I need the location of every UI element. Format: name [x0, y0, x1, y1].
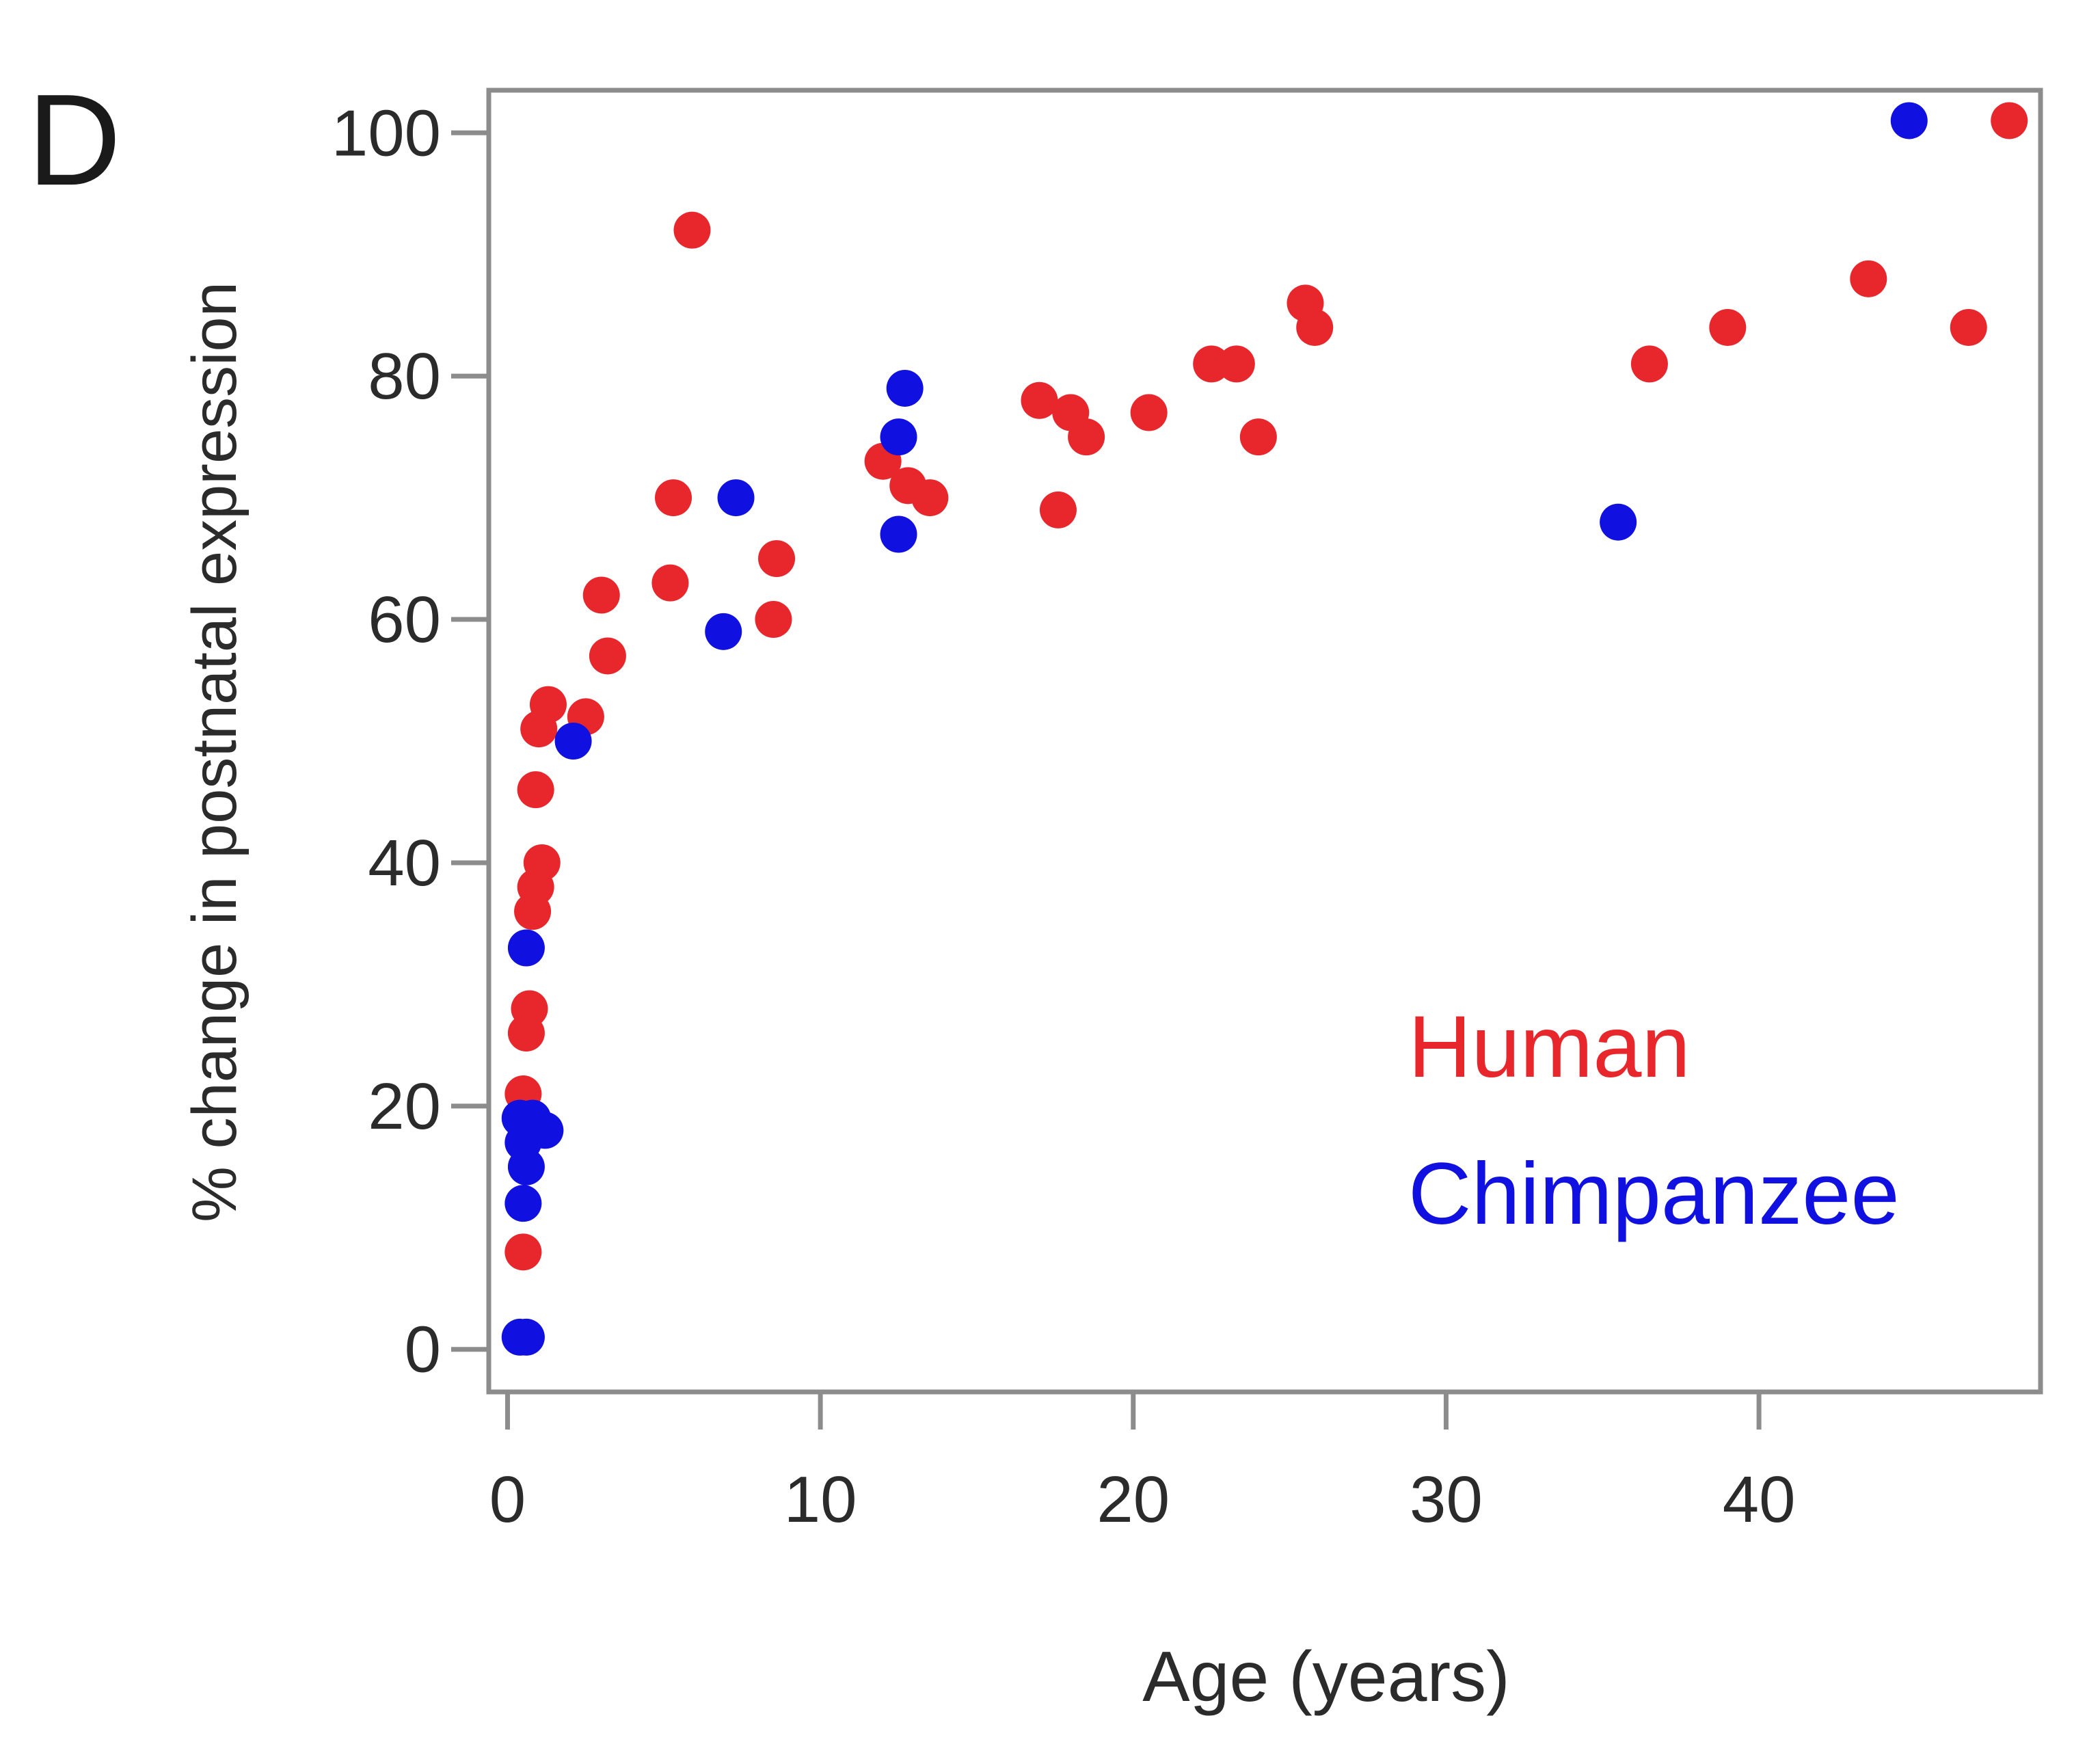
data-point-chimpanzee [1890, 102, 1928, 139]
panel-label: D [27, 68, 121, 213]
x-tick-label: 30 [1410, 1463, 1483, 1536]
data-point-chimpanzee [507, 929, 545, 967]
data-point-chimpanzee [526, 1112, 564, 1149]
plot-frame [486, 88, 2043, 1395]
y-axis: 0 20 40 60 80 100 [332, 96, 489, 1386]
data-points [501, 102, 2028, 1356]
data-point-human [1709, 308, 1747, 346]
data-point-human [1991, 102, 2028, 139]
data-point-human [582, 576, 620, 614]
data-point-human [523, 844, 561, 881]
data-point-human [1130, 394, 1168, 431]
data-point-human [517, 771, 554, 809]
legend-chimpanzee: Chimpanzee [1408, 1145, 1900, 1243]
data-point-chimpanzee [717, 479, 755, 517]
data-point-human [1239, 418, 1277, 456]
y-tick-label: 80 [368, 340, 441, 413]
data-point-human [755, 601, 792, 639]
y-axis-label: % change in postnatal expression [180, 282, 250, 1222]
y-tick-label: 0 [405, 1313, 441, 1386]
data-point-human [589, 637, 626, 675]
data-point-chimpanzee [504, 1185, 542, 1222]
y-tick-label: 60 [368, 583, 441, 656]
data-point-human [1630, 345, 1668, 383]
data-point-human [655, 479, 692, 517]
data-point-human [1950, 308, 1987, 346]
series-chimpanzee [501, 102, 1928, 1356]
x-axis-label: Age (years) [1142, 1637, 1510, 1717]
data-point-human [1296, 308, 1334, 346]
data-point-chimpanzee [1600, 503, 1637, 541]
data-point-human [1021, 381, 1058, 419]
data-point-chimpanzee [880, 418, 917, 456]
x-tick-label: 20 [1096, 1463, 1170, 1536]
data-point-human [529, 686, 567, 723]
series-human [504, 102, 2028, 1271]
y-tick-label: 20 [368, 1070, 441, 1143]
data-point-human [651, 564, 689, 602]
data-point-human [758, 540, 796, 578]
data-point-human [1068, 418, 1105, 456]
data-point-human [673, 211, 711, 249]
data-point-human [511, 990, 548, 1028]
x-tick-label: 0 [489, 1463, 526, 1536]
y-tick-label: 40 [368, 827, 441, 900]
x-tick-label: 10 [784, 1463, 857, 1536]
data-point-chimpanzee [507, 1318, 545, 1356]
data-point-human [1217, 345, 1255, 383]
data-point-human [1039, 491, 1077, 528]
data-point-human [911, 479, 949, 517]
data-point-human [504, 1233, 542, 1271]
data-point-human [1850, 260, 1887, 297]
x-tick-label: 40 [1723, 1463, 1796, 1536]
data-point-chimpanzee [554, 723, 592, 760]
data-point-chimpanzee [886, 369, 924, 407]
data-point-chimpanzee [705, 613, 742, 650]
y-tick-label: 100 [332, 96, 441, 170]
data-point-chimpanzee [880, 515, 917, 553]
x-axis: 0 10 20 30 40 [489, 1392, 1796, 1536]
legend-human: Human [1408, 998, 1691, 1096]
